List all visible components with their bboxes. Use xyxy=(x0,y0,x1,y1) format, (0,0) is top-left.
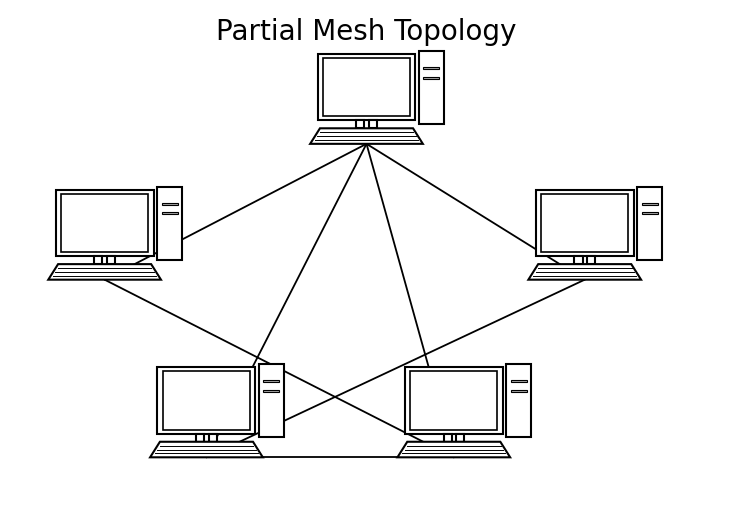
Bar xyxy=(56,190,154,256)
Bar xyxy=(263,390,279,392)
Bar xyxy=(161,212,177,214)
Bar xyxy=(317,54,416,120)
Bar xyxy=(163,371,250,430)
Bar xyxy=(443,434,452,442)
Polygon shape xyxy=(397,442,510,457)
Bar xyxy=(410,371,497,430)
Bar xyxy=(263,381,279,382)
Bar xyxy=(511,390,527,392)
Bar xyxy=(575,256,583,264)
Bar xyxy=(507,364,531,437)
Text: Partial Mesh Topology: Partial Mesh Topology xyxy=(216,18,517,46)
Bar xyxy=(587,256,595,264)
Bar xyxy=(95,256,103,264)
Bar xyxy=(369,120,377,128)
Polygon shape xyxy=(528,264,641,280)
Bar xyxy=(511,381,527,382)
Bar xyxy=(424,77,439,79)
Bar xyxy=(641,203,658,205)
Bar xyxy=(61,194,148,252)
Bar xyxy=(196,434,205,442)
Bar xyxy=(356,120,364,128)
Bar xyxy=(456,434,464,442)
Polygon shape xyxy=(48,264,161,280)
Bar xyxy=(637,186,662,260)
Bar xyxy=(161,203,177,205)
Bar xyxy=(405,367,503,434)
Bar xyxy=(424,67,439,69)
Polygon shape xyxy=(150,442,263,457)
Bar xyxy=(157,186,182,260)
Bar xyxy=(541,194,628,252)
Bar xyxy=(641,212,658,214)
Bar xyxy=(158,367,256,434)
Bar xyxy=(323,58,410,116)
Polygon shape xyxy=(310,128,423,144)
Bar xyxy=(259,364,284,437)
Bar xyxy=(536,190,634,256)
Bar xyxy=(209,434,217,442)
Bar xyxy=(107,256,115,264)
Bar xyxy=(419,51,443,124)
